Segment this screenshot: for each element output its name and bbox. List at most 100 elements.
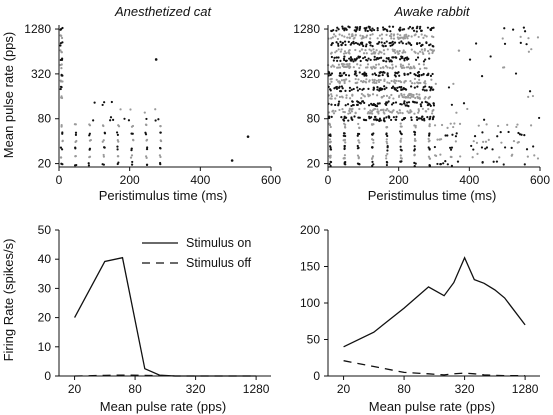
spike-dot bbox=[382, 49, 386, 52]
spike-dot bbox=[331, 110, 334, 113]
spike-dot bbox=[362, 80, 365, 83]
spike-dot bbox=[421, 107, 424, 110]
spike-dot bbox=[391, 40, 394, 43]
spike-dot bbox=[59, 34, 62, 37]
spike-dot bbox=[428, 124, 431, 128]
spike-dot bbox=[59, 146, 63, 149]
spike-dot bbox=[343, 144, 346, 148]
spike-dot bbox=[343, 154, 347, 157]
spike-dot bbox=[116, 133, 119, 136]
spike-dot bbox=[398, 28, 401, 31]
spike-dot bbox=[385, 116, 388, 119]
spike-dot bbox=[375, 79, 378, 82]
spike-dot bbox=[385, 40, 388, 43]
spike-dot bbox=[345, 28, 348, 31]
spike-dot bbox=[358, 101, 361, 104]
spike-dot bbox=[73, 164, 77, 167]
spike-dot bbox=[364, 49, 367, 52]
spike-dot bbox=[418, 62, 421, 66]
spike-dot bbox=[362, 44, 365, 48]
spike-dot bbox=[425, 89, 428, 92]
spike-dot bbox=[401, 66, 404, 70]
spike-dot bbox=[531, 94, 535, 98]
spike-dot bbox=[375, 63, 378, 66]
spike-dot bbox=[344, 104, 347, 107]
spike-dot bbox=[116, 148, 119, 151]
spike-dot bbox=[454, 140, 457, 143]
spike-dot bbox=[109, 119, 112, 122]
spike-dot bbox=[418, 73, 421, 77]
spike-dot bbox=[370, 146, 374, 149]
spike-dot bbox=[359, 34, 362, 37]
spike-dot bbox=[525, 148, 529, 151]
spike-dot bbox=[414, 96, 417, 100]
spike-dot bbox=[438, 138, 441, 141]
spike-dot bbox=[350, 104, 353, 108]
spike-dot bbox=[339, 40, 342, 43]
spike-dot bbox=[352, 60, 355, 63]
spike-dot bbox=[420, 48, 424, 51]
spike-dot bbox=[348, 86, 352, 89]
spike-dot bbox=[401, 42, 404, 45]
spike-dot bbox=[343, 162, 346, 165]
spike-dot bbox=[379, 109, 382, 112]
spike-dot bbox=[527, 37, 530, 40]
spike-dot bbox=[423, 81, 426, 84]
spike-dot bbox=[398, 49, 401, 53]
spike-dot bbox=[246, 135, 250, 138]
spike-dot bbox=[450, 103, 453, 106]
spike-dot bbox=[420, 74, 423, 77]
spike-dot bbox=[428, 57, 431, 60]
spike-dot bbox=[516, 123, 519, 126]
spike-dot bbox=[423, 47, 426, 51]
spike-dot bbox=[103, 132, 107, 135]
spike-dot bbox=[360, 97, 363, 100]
spike-dot bbox=[407, 63, 411, 66]
spike-dot bbox=[375, 49, 378, 52]
spike-dot bbox=[466, 107, 469, 111]
ylabel-raster: Mean pulse rate (pps) bbox=[1, 32, 16, 158]
spike-dot bbox=[420, 29, 423, 32]
spike-dot bbox=[432, 104, 436, 107]
spike-dot bbox=[145, 123, 148, 127]
spike-dot bbox=[384, 44, 387, 48]
spike-dot bbox=[413, 145, 416, 148]
spike-dot bbox=[328, 82, 332, 85]
spike-dot bbox=[366, 66, 369, 69]
spike-dot bbox=[410, 48, 413, 51]
spike-dot bbox=[330, 37, 333, 40]
spike-dot bbox=[60, 148, 64, 151]
spike-dot bbox=[411, 26, 415, 29]
spike-dot bbox=[330, 103, 333, 106]
spike-dot bbox=[364, 81, 368, 84]
spike-dot bbox=[392, 42, 395, 46]
spike-dot bbox=[335, 29, 338, 32]
spike-dot bbox=[399, 63, 402, 66]
y-tick-label: 50 bbox=[38, 223, 52, 237]
spike-dot bbox=[414, 126, 417, 129]
spike-dot bbox=[343, 116, 346, 120]
spike-dot bbox=[487, 138, 490, 142]
spike-dot bbox=[407, 105, 410, 108]
spike-dot bbox=[337, 44, 340, 47]
spike-dot bbox=[393, 88, 396, 91]
spike-dot bbox=[412, 100, 416, 104]
spike-dot bbox=[354, 30, 358, 33]
spike-dot bbox=[413, 34, 416, 37]
spike-dot bbox=[388, 66, 392, 69]
spike-dot bbox=[369, 28, 372, 31]
spike-dot bbox=[403, 81, 406, 84]
spike-dot bbox=[343, 40, 347, 43]
spike-dot bbox=[88, 124, 92, 127]
spike-dot bbox=[523, 134, 526, 137]
spike-dot bbox=[374, 104, 377, 107]
spike-dot bbox=[366, 29, 369, 33]
spike-dot bbox=[145, 117, 148, 121]
spike-dot bbox=[426, 26, 430, 29]
spike-dot bbox=[428, 132, 431, 135]
spike-dot bbox=[146, 146, 149, 149]
spike-dot bbox=[337, 80, 340, 83]
spike-dot bbox=[348, 109, 351, 113]
spike-dot bbox=[418, 27, 422, 30]
spike-dot bbox=[376, 94, 379, 97]
